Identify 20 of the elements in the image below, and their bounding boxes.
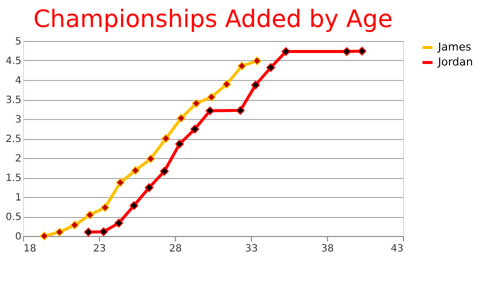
y-tick-label: 5 — [15, 36, 22, 48]
y-tick-label: 1 — [15, 192, 22, 204]
y-tick-label: 3 — [15, 114, 22, 126]
y-tick-label: 4 — [15, 76, 22, 86]
y-tick-label: 1.5 — [6, 173, 22, 184]
y-tick-label: 3.5 — [6, 95, 22, 106]
x-tick-label: 28 — [169, 244, 182, 254]
x-tick-label: 23 — [93, 244, 106, 254]
y-tick-label: 4.5 — [6, 56, 22, 67]
y-tick-label: 2.5 — [6, 134, 22, 145]
x-tick-label: 18 — [24, 244, 36, 254]
y-tick-label: 2 — [15, 154, 22, 164]
legend-label: James — [437, 40, 472, 54]
chart-title: Championships Added by Age — [33, 5, 393, 33]
x-tick-label: 38 — [321, 244, 334, 254]
legend-label: Jordan — [437, 56, 474, 68]
y-tick-label: 0 — [15, 232, 22, 242]
x-tick-label: 33 — [245, 244, 258, 254]
y-tick-label: 0.5 — [6, 212, 22, 223]
x-tick-label: 43 — [390, 244, 404, 254]
